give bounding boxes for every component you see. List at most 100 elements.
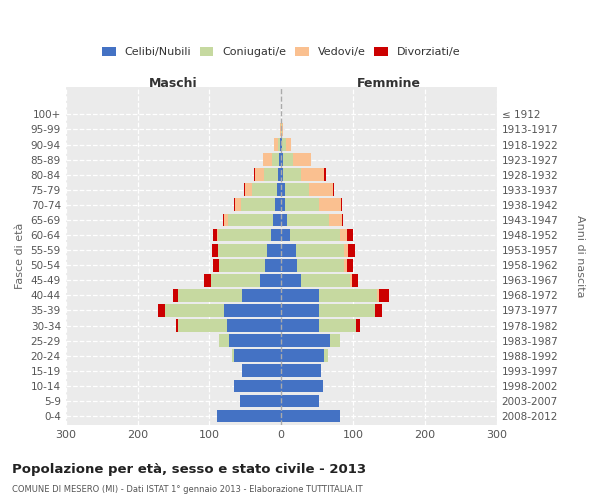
Bar: [281, 304, 319, 317]
Bar: [213, 259, 218, 272]
Bar: [290, 228, 340, 241]
Bar: [232, 350, 235, 362]
Bar: [283, 153, 293, 166]
Bar: [254, 168, 256, 181]
Bar: [319, 289, 377, 302]
Bar: [280, 123, 281, 136]
Bar: [264, 168, 278, 181]
Bar: [281, 244, 296, 256]
Bar: [281, 319, 319, 332]
Bar: [282, 123, 283, 136]
Bar: [227, 319, 281, 332]
Bar: [352, 274, 358, 286]
Bar: [329, 214, 341, 226]
Bar: [325, 168, 326, 181]
Bar: [281, 214, 287, 226]
Bar: [350, 274, 352, 286]
Text: Popolazione per età, sesso e stato civile - 2013: Popolazione per età, sesso e stato civil…: [12, 462, 366, 475]
Bar: [274, 138, 278, 151]
Bar: [178, 289, 242, 302]
Bar: [275, 198, 281, 211]
Bar: [158, 304, 165, 317]
Bar: [244, 184, 245, 196]
Bar: [265, 259, 281, 272]
Bar: [220, 334, 229, 347]
Bar: [285, 184, 309, 196]
Bar: [235, 198, 241, 211]
Bar: [281, 228, 290, 241]
Bar: [319, 304, 374, 317]
Bar: [283, 168, 301, 181]
Bar: [281, 380, 323, 392]
Bar: [218, 244, 267, 256]
Bar: [356, 319, 359, 332]
Bar: [173, 289, 178, 302]
Bar: [281, 394, 319, 407]
Bar: [377, 289, 379, 302]
Bar: [217, 410, 281, 422]
Bar: [301, 168, 325, 181]
Bar: [165, 304, 224, 317]
Bar: [281, 123, 282, 136]
Bar: [272, 153, 279, 166]
Bar: [281, 259, 297, 272]
Bar: [319, 319, 356, 332]
Bar: [228, 214, 272, 226]
Bar: [374, 304, 382, 317]
Bar: [242, 364, 281, 377]
Bar: [213, 228, 217, 241]
Bar: [281, 350, 325, 362]
Bar: [287, 214, 329, 226]
Bar: [341, 198, 342, 211]
Bar: [212, 244, 218, 256]
Bar: [297, 259, 344, 272]
Bar: [178, 319, 227, 332]
Bar: [235, 380, 281, 392]
Bar: [281, 153, 283, 166]
Bar: [239, 394, 281, 407]
Bar: [272, 214, 281, 226]
Bar: [280, 138, 281, 151]
Y-axis label: Fasce di età: Fasce di età: [15, 223, 25, 290]
Bar: [285, 198, 319, 211]
Bar: [282, 138, 286, 151]
Bar: [379, 289, 389, 302]
Bar: [211, 274, 260, 286]
Bar: [301, 274, 350, 286]
Bar: [223, 214, 224, 226]
Bar: [344, 244, 348, 256]
Bar: [279, 153, 281, 166]
Bar: [267, 244, 281, 256]
Bar: [203, 274, 211, 286]
Bar: [218, 259, 265, 272]
Bar: [242, 289, 281, 302]
Bar: [263, 153, 272, 166]
Text: Maschi: Maschi: [149, 77, 198, 90]
Bar: [224, 304, 281, 317]
Bar: [271, 228, 281, 241]
Bar: [281, 289, 319, 302]
Bar: [330, 334, 340, 347]
Bar: [348, 244, 355, 256]
Legend: Celibi/Nubili, Coniugati/e, Vedovi/e, Divorziati/e: Celibi/Nubili, Coniugati/e, Vedovi/e, Di…: [98, 42, 464, 62]
Bar: [281, 198, 285, 211]
Text: Femmine: Femmine: [357, 77, 421, 90]
Bar: [277, 184, 281, 196]
Bar: [281, 334, 330, 347]
Bar: [333, 184, 334, 196]
Bar: [252, 184, 277, 196]
Bar: [229, 334, 281, 347]
Bar: [234, 198, 235, 211]
Bar: [245, 184, 252, 196]
Bar: [286, 138, 291, 151]
Bar: [281, 274, 301, 286]
Bar: [341, 214, 343, 226]
Bar: [340, 228, 347, 241]
Bar: [296, 244, 344, 256]
Bar: [235, 350, 281, 362]
Bar: [278, 168, 281, 181]
Bar: [256, 168, 264, 181]
Y-axis label: Anni di nascita: Anni di nascita: [575, 215, 585, 298]
Bar: [309, 184, 333, 196]
Bar: [224, 214, 228, 226]
